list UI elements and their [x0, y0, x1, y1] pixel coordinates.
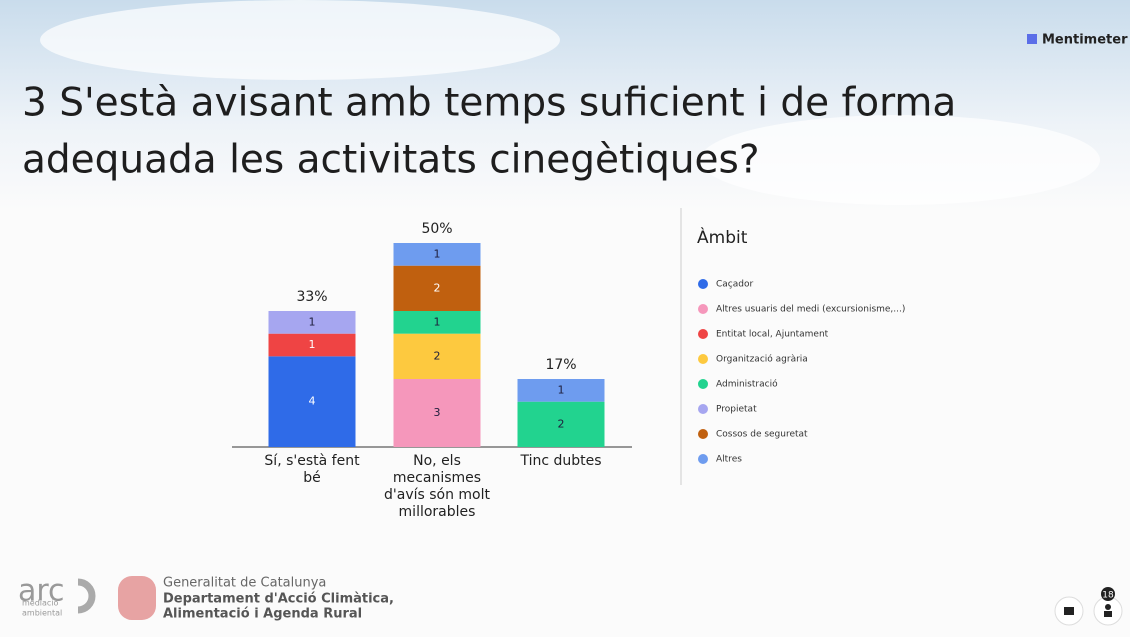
category-label: Sí, s'està fent bé [257, 453, 367, 487]
like-icon [1064, 607, 1074, 615]
share-label: 17% [545, 357, 576, 373]
legend-marker [698, 454, 708, 464]
legend-label: Caçador [716, 280, 753, 290]
brand: Mentimeter [1042, 33, 1128, 48]
legend-marker [698, 279, 708, 289]
legend-marker [698, 404, 708, 414]
data-label: 1 [558, 383, 565, 396]
legend-marker [698, 429, 708, 439]
gov-text: Alimentació i Agenda Rural [163, 607, 362, 622]
title: 3 S'està avisant amb temps suficient i d… [22, 81, 956, 126]
data-label: 2 [434, 281, 441, 294]
cloud [700, 115, 1100, 205]
data-label: 1 [434, 315, 441, 328]
legend-label: Entitat local, Ajuntament [716, 330, 829, 340]
arc-mark [78, 582, 92, 610]
arc-sub: ambiental [22, 609, 62, 618]
slide: Mentimeter 3 S'està avisant amb temps su… [0, 0, 1130, 637]
data-label: 4 [309, 395, 316, 408]
gov-shield [118, 576, 156, 620]
gov-text: Departament d'Acció Climàtica, [163, 592, 394, 607]
legend-label: Administració [716, 379, 778, 390]
participants-count: 18 [1102, 591, 1114, 601]
legend-label: Propietat [716, 405, 757, 415]
page: {"brand": "Mentimeter", "title_lines": [… [0, 0, 1130, 637]
data-label: 1 [434, 247, 441, 260]
data-label: 3 [434, 406, 441, 419]
legend-label: Cossos de seguretat [716, 430, 808, 440]
data-label: 1 [309, 338, 316, 351]
cloud [40, 0, 560, 80]
gov-logo: Generalitat de Catalunya Departament d'A… [118, 576, 394, 622]
share-label: 50% [421, 221, 452, 237]
data-label: 2 [434, 349, 441, 362]
category-label: Tinc dubtes [506, 453, 616, 470]
legend-label: Altres usuaris del medi (excursionisme,.… [716, 305, 905, 315]
data-label: 1 [309, 315, 316, 328]
brand-logo [1027, 34, 1037, 44]
legend-marker [698, 304, 708, 314]
title: adequada les activitats cinegètiques? [22, 138, 760, 183]
legend-title: Àmbit [697, 226, 748, 248]
legend-marker [698, 354, 708, 364]
legend-marker [698, 379, 708, 389]
arc-logo: arc mediació ambiental [18, 574, 92, 618]
gov-text: Generalitat de Catalunya [163, 576, 326, 591]
category-label: No, els mecanismes d'avís són molt millo… [382, 453, 492, 521]
person-icon [1104, 611, 1112, 617]
legend-label: Altres [716, 455, 742, 465]
legend-marker [698, 329, 708, 339]
legend-label: Organització agrària [716, 354, 808, 365]
data-label: 2 [558, 417, 565, 430]
share-label: 33% [296, 289, 327, 305]
arc-sub: mediació [22, 598, 59, 608]
person-icon [1105, 604, 1111, 610]
